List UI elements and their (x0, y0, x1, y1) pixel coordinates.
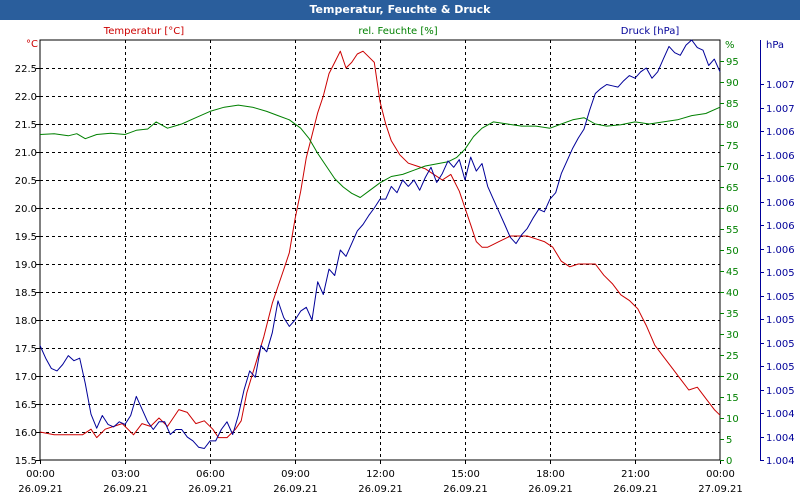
left-tick-label: 17.5 (15, 344, 37, 355)
left-tick-label: 18.5 (15, 288, 37, 299)
pressure-tick-label: 1.006 (766, 245, 795, 256)
pressure-tick-label: 1.005 (766, 315, 795, 326)
middle-tick-label: 75 (726, 141, 739, 152)
left-tick-label: 20.5 (15, 176, 37, 187)
x-tick-date: 26.09.21 (273, 484, 318, 495)
left-tick-label: 16.5 (15, 400, 37, 411)
left-tick-label: 15.5 (15, 456, 37, 467)
middle-tick-label: 50 (726, 246, 739, 257)
pressure-tick-label: 1.005 (766, 339, 795, 350)
x-tick-time: 15:00 (451, 469, 480, 480)
middle-tick-label: 15 (726, 393, 739, 404)
pressure-tick-label: 1.005 (766, 386, 795, 397)
x-tick-time: 12:00 (366, 469, 395, 480)
left-tick-label: 19.0 (15, 260, 37, 271)
pressure-tick-label: 1.006 (766, 221, 795, 232)
middle-tick-label: 70 (726, 162, 739, 173)
middle-tick-label: 40 (726, 288, 739, 299)
x-tick-date: 26.09.21 (443, 484, 488, 495)
x-tick-time: 09:00 (281, 469, 310, 480)
pressure-tick-label: 1.007 (766, 104, 795, 115)
left-tick-label: 16.0 (15, 428, 37, 439)
x-tick-time: 00:00 (26, 469, 55, 480)
x-tick-time: 18:00 (536, 469, 565, 480)
left-tick-label: 21.5 (15, 120, 37, 131)
left-tick-label: 21.0 (15, 148, 37, 159)
middle-tick-label: 0 (726, 456, 732, 467)
middle-axis-unit: % (725, 40, 735, 51)
middle-tick-label: 30 (726, 330, 739, 341)
left-axis-unit: °C (26, 39, 38, 50)
middle-tick-label: 45 (726, 267, 739, 278)
x-tick-time: 21:00 (621, 469, 650, 480)
middle-tick-label: 55 (726, 225, 739, 236)
pressure-tick-label: 1.006 (766, 151, 795, 162)
x-tick-date: 26.09.21 (613, 484, 658, 495)
middle-tick-label: 65 (726, 183, 739, 194)
left-tick-label: 17.0 (15, 372, 37, 383)
x-tick-date: 26.09.21 (188, 484, 233, 495)
pressure-tick-label: 1.004 (766, 409, 795, 420)
x-tick-time: 03:00 (111, 469, 140, 480)
x-tick-time: 00:00 (706, 469, 735, 480)
middle-tick-label: 95 (726, 57, 739, 68)
pressure-tick-label: 1.004 (766, 433, 795, 444)
middle-tick-label: 90 (726, 78, 739, 89)
middle-tick-label: 5 (726, 435, 732, 446)
x-tick-date: 26.09.21 (103, 484, 148, 495)
middle-tick-label: 85 (726, 99, 739, 110)
x-tick-time: 06:00 (196, 469, 225, 480)
pressure-axis-unit: hPa (766, 40, 784, 51)
middle-tick-label: 60 (726, 204, 739, 215)
middle-tick-label: 25 (726, 351, 739, 362)
pressure-tick-label: 1.006 (766, 174, 795, 185)
x-tick-date: 26.09.21 (358, 484, 403, 495)
pressure-tick-label: 1.005 (766, 268, 795, 279)
middle-tick-label: 80 (726, 120, 739, 131)
pressure-tick-label: 1.005 (766, 292, 795, 303)
temperature-axis-title: Temperatur [°C] (103, 26, 184, 37)
humidity-axis-title: rel. Feuchte [%] (358, 26, 437, 37)
humidity-line (39, 104, 721, 198)
pressure-tick-label: 1.004 (766, 456, 795, 467)
left-tick-label: 19.5 (15, 232, 37, 243)
left-tick-label: 22.0 (15, 92, 37, 103)
pressure-tick-label: 1.006 (766, 198, 795, 209)
left-tick-label: 18.0 (15, 316, 37, 327)
pressure-tick-label: 1.005 (766, 362, 795, 373)
pressure-line (39, 39, 721, 449)
x-tick-date: 27.09.21 (698, 484, 743, 495)
middle-tick-label: 35 (726, 309, 739, 320)
pressure-tick-label: 1.007 (766, 80, 795, 91)
left-tick-label: 20.0 (15, 204, 37, 215)
middle-tick-label: 10 (726, 414, 739, 425)
pressure-axis-title: Druck [hPa] (621, 26, 680, 37)
pressure-tick-label: 1.006 (766, 127, 795, 138)
left-tick-label: 22.5 (15, 64, 37, 75)
temperature-line (39, 50, 721, 439)
chart-title: Temperatur, Feuchte & Druck (0, 0, 800, 20)
x-tick-date: 26.09.21 (528, 484, 573, 495)
middle-tick-label: 20 (726, 372, 739, 383)
x-tick-date: 26.09.21 (18, 484, 63, 495)
